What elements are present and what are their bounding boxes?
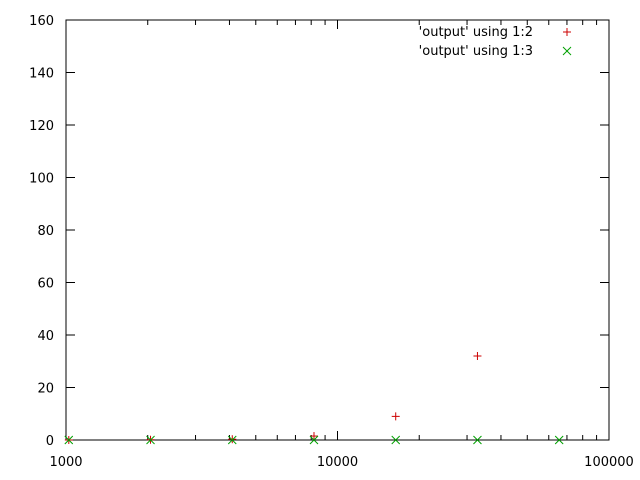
- data-point-series-2: [309, 435, 319, 445]
- data-point-series-2-d2: [64, 435, 74, 445]
- x-tick-label: 10000: [317, 455, 358, 470]
- data-point-series-2-d2: [391, 435, 401, 445]
- data-point-series-1: [309, 432, 318, 441]
- data-point-series-2-d2: [554, 435, 564, 445]
- y-tick-label: 100: [29, 172, 54, 187]
- data-point-series-2-d2: [473, 435, 482, 445]
- legend-label: 'output' using 1:3: [419, 44, 533, 59]
- data-point-series-2: [473, 435, 482, 445]
- data-marks: [64, 352, 564, 445]
- data-point-series-2: [64, 435, 74, 445]
- y-tick-label: 120: [29, 119, 54, 134]
- y-tick-label: 60: [37, 277, 54, 292]
- y-tick-label: 160: [29, 14, 54, 29]
- y-tick-label: 0: [46, 434, 54, 449]
- legend-marker-series-2-d2: [562, 46, 572, 56]
- x-tick-label: 1000: [49, 455, 82, 470]
- y-tick-label: 40: [37, 329, 54, 344]
- y-tick-label: 20: [37, 382, 54, 397]
- data-point-series-2-d2: [146, 435, 155, 445]
- legend-marker-series-2: [562, 46, 572, 56]
- data-point-series-2: [554, 435, 564, 445]
- axis-ticks: [65, 19, 610, 441]
- data-point-series-2-d2: [309, 435, 319, 445]
- tick-labels: 0 20 40 60 80 100 120 140 160 1000 10000 100000: [29, 14, 634, 470]
- data-point-series-2: [391, 435, 401, 445]
- plot-frame: [65, 19, 610, 441]
- data-point-series-1: [228, 435, 237, 444]
- data-point-series-2-d2: [227, 435, 237, 445]
- data-point-series-1: [473, 352, 482, 360]
- y-tick-label: 140: [29, 67, 54, 82]
- data-point-series-1: [391, 412, 400, 421]
- legend: 'output' using 1:2 'output' using 1:3: [419, 25, 572, 59]
- data-point-series-2: [146, 435, 155, 445]
- x-tick-label: 100000: [584, 455, 634, 470]
- legend-marker-series-1: [563, 28, 571, 36]
- data-point-series-2: [227, 435, 237, 445]
- y-tick-label: 80: [37, 224, 54, 239]
- legend-label: 'output' using 1:2: [419, 25, 533, 40]
